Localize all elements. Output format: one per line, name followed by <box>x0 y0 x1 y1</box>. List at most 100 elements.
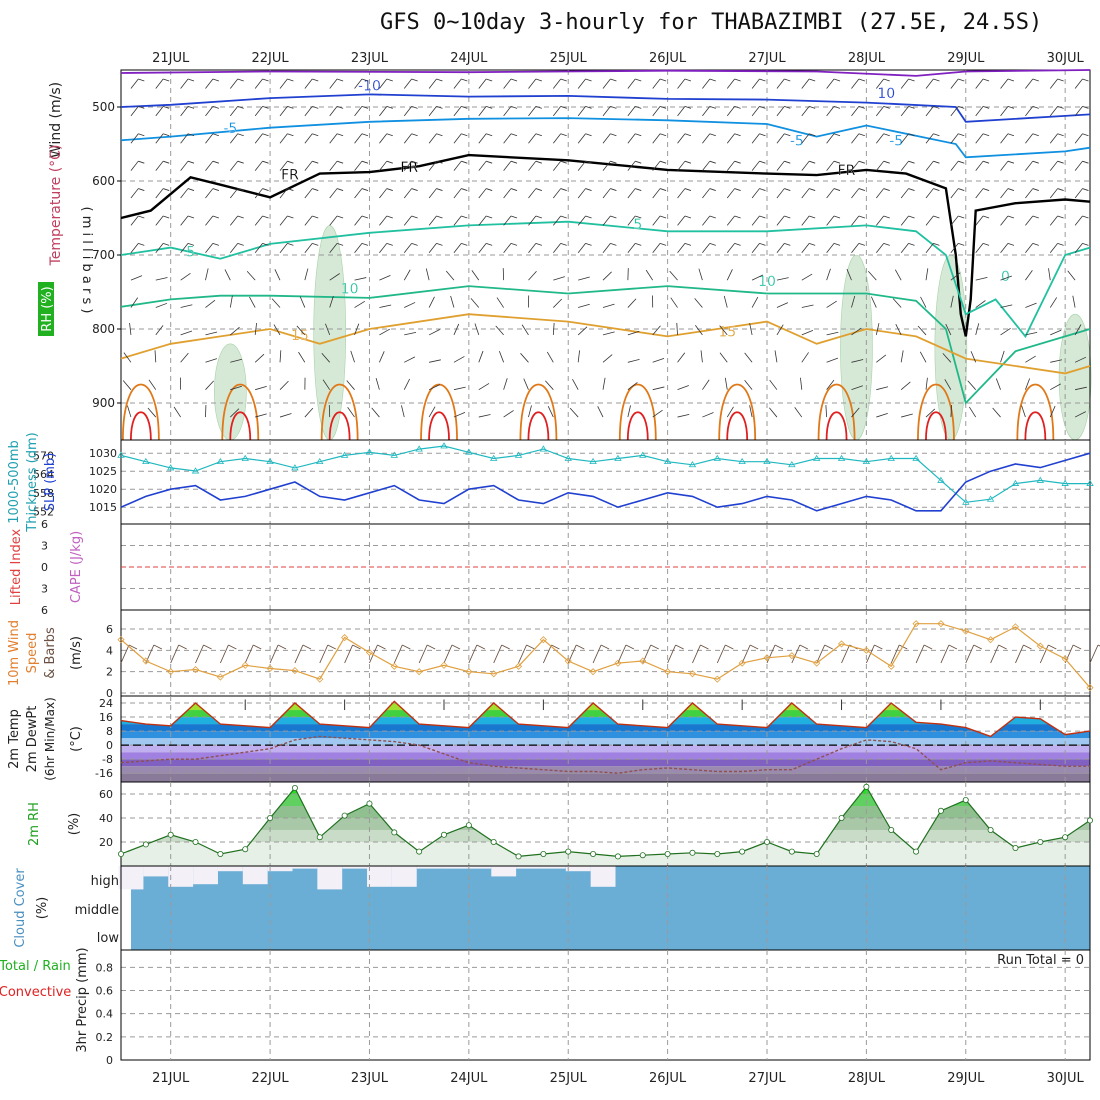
wind-barb-flag <box>585 133 592 137</box>
wind10-barb <box>468 644 478 664</box>
temp-tick-label: -16 <box>95 767 113 780</box>
wind-barb <box>230 358 243 363</box>
wind-barb <box>296 325 306 336</box>
wind-barb-flag <box>883 78 890 82</box>
wind10-barb-flag <box>352 644 361 650</box>
thickness-point <box>887 454 895 461</box>
wind10-barb <box>244 644 254 664</box>
top-date-label: 22JUL <box>252 51 290 66</box>
wind-barb-flag <box>1082 78 1089 82</box>
precip-tick-label: 0.6 <box>96 985 114 998</box>
thickness-point <box>191 467 200 474</box>
thickness-point <box>390 451 399 458</box>
wind-barb <box>478 383 490 391</box>
bottom-date-label: 28JUL <box>848 1071 886 1086</box>
wind-barb <box>975 243 984 254</box>
wind-barb <box>975 300 986 308</box>
isotherm-25 <box>825 411 848 441</box>
wind-barb <box>130 188 139 199</box>
wind-axis-label: Wind (m/s) <box>48 82 64 158</box>
wind-barb-flag <box>237 215 244 219</box>
isotherm-20 <box>618 383 657 441</box>
wind10-speed-point <box>291 667 299 675</box>
wind-barb-flag <box>510 78 518 82</box>
wind-barb-flag <box>411 106 418 109</box>
wind-barb <box>627 298 637 308</box>
rh2m-point <box>142 841 149 848</box>
wind-barb-flag <box>610 78 617 82</box>
wind-barb <box>602 133 611 144</box>
rh2m-point <box>962 797 969 804</box>
wind-barb <box>230 215 239 226</box>
wind10-speed-point <box>1061 655 1069 663</box>
wind10-barb <box>170 644 180 664</box>
thickness-point <box>788 461 796 468</box>
wind-barb <box>826 357 839 363</box>
wind-barb <box>950 243 959 254</box>
wind-barb-flag <box>361 78 369 82</box>
wind-barb-flag <box>386 78 393 82</box>
wind-barb-flag <box>610 188 617 191</box>
wind-barb <box>677 243 686 254</box>
wind-barb <box>726 215 735 226</box>
wind-barb-flag <box>486 133 493 137</box>
wind-barb-flag <box>684 106 692 109</box>
wind-barb <box>669 270 678 281</box>
wind-barb-flag <box>809 215 816 219</box>
wind-barb <box>627 160 636 171</box>
wind-barb <box>354 188 363 199</box>
wind-barb-flag <box>883 160 890 164</box>
wind-barb <box>229 295 233 308</box>
wind-barb <box>826 268 831 281</box>
wind-barb-flag <box>684 215 692 219</box>
wind-barb <box>826 160 835 171</box>
wind-barb-flag <box>560 242 567 246</box>
wind-barb-flag <box>585 78 592 82</box>
wind-barb <box>1074 215 1083 226</box>
wind-barb <box>154 350 157 363</box>
slp-axis-label: SLP (mb) <box>43 453 58 512</box>
wind-barb-flag <box>1082 242 1089 246</box>
wind-barb <box>826 300 837 308</box>
wind-barb <box>180 106 189 117</box>
wind-barb-flag <box>163 78 170 82</box>
wind-barb <box>428 329 440 336</box>
wind-barb-flag <box>336 215 344 219</box>
wind-barb-flag <box>759 106 766 109</box>
wind-barb <box>403 215 412 226</box>
wind-barb <box>851 295 856 308</box>
wind10-speed-point <box>887 662 895 670</box>
wind10-barb-flag <box>998 644 1007 650</box>
wind-barb <box>975 276 988 281</box>
wind-barb <box>702 133 711 144</box>
wind10-barb <box>269 644 279 664</box>
pressure-tick-label: 700 <box>92 248 115 262</box>
wind-barb-flag <box>312 160 319 164</box>
wind-barb <box>205 299 216 308</box>
wind-barb <box>478 106 487 117</box>
wind-barb <box>498 350 505 363</box>
thickness-point <box>266 457 274 465</box>
wind10-barb <box>841 644 850 664</box>
wind-barb <box>975 106 984 117</box>
wind-barb-flag <box>883 242 890 246</box>
wind-barb <box>900 350 904 363</box>
wind-barb-flag <box>1057 106 1064 109</box>
isotherm-25 <box>229 411 252 441</box>
wind-barb-flag <box>163 215 170 219</box>
wind-barb <box>428 133 437 144</box>
lifted-index-tick-label: 3 <box>41 583 48 596</box>
wind10-barb-flag <box>228 644 237 650</box>
wind-barb <box>503 78 512 89</box>
wind-barb <box>428 160 437 171</box>
wind10-speed-point <box>664 668 672 676</box>
rh2m-point <box>664 851 671 858</box>
wind-barb <box>478 215 487 226</box>
wind-barb-flag <box>1082 106 1089 109</box>
rh2m-point <box>739 848 746 855</box>
wind-barb-flag <box>436 215 443 219</box>
isotherm-25 <box>726 411 749 441</box>
wind10-barb <box>990 644 1000 664</box>
thickness-line <box>120 445 1090 503</box>
wind-barb <box>122 380 132 390</box>
